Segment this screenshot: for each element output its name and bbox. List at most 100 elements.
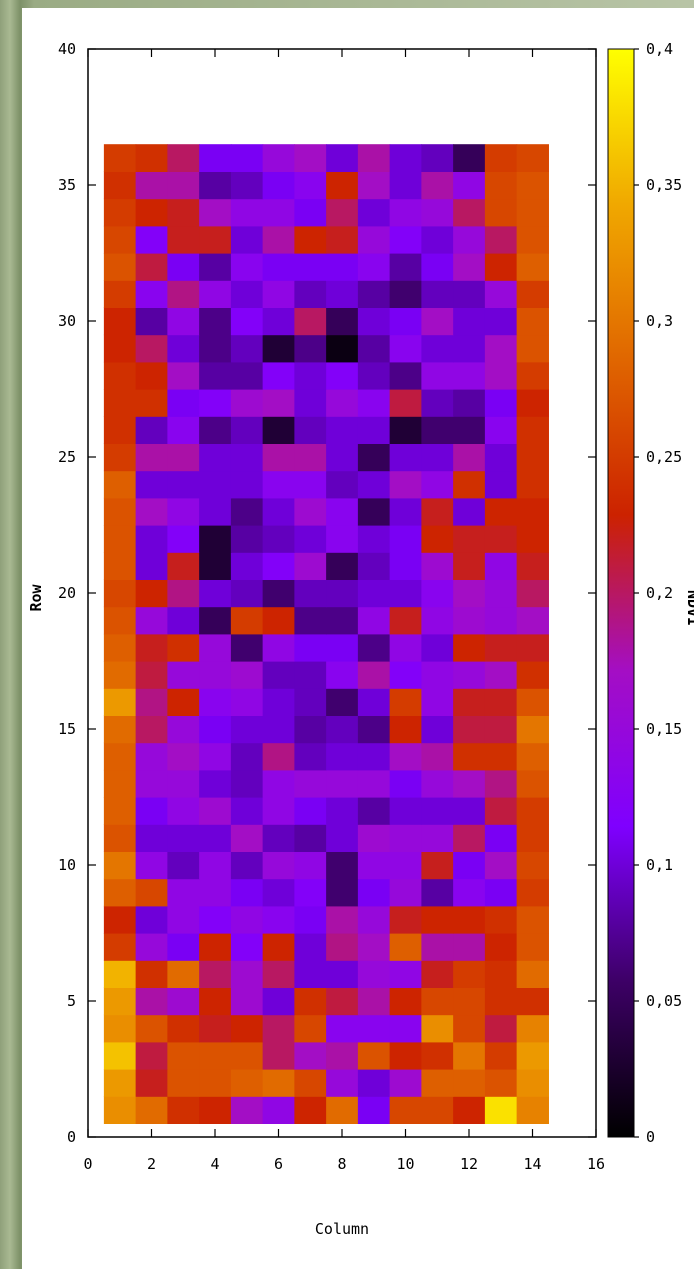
heatmap-cell bbox=[294, 905, 327, 934]
heatmap-cells bbox=[103, 144, 549, 1124]
heatmap-cell bbox=[453, 443, 486, 472]
heatmap-cell bbox=[199, 797, 232, 825]
heatmap-cell bbox=[103, 443, 137, 472]
heatmap-cell bbox=[389, 280, 422, 308]
heatmap-cell bbox=[230, 416, 264, 444]
heatmap-cell bbox=[357, 198, 391, 227]
heatmap-cell bbox=[135, 960, 168, 988]
heatmap-cell bbox=[135, 525, 168, 553]
heatmap-cell bbox=[326, 253, 359, 281]
heatmap-cell bbox=[294, 878, 327, 907]
heatmap-cell bbox=[167, 1041, 200, 1070]
heatmap-cell bbox=[421, 1096, 454, 1124]
heatmap-cell bbox=[167, 905, 200, 934]
heatmap-cell bbox=[357, 878, 391, 907]
heatmap-cell bbox=[103, 552, 137, 580]
heatmap-cell bbox=[262, 280, 295, 308]
heatmap-cell bbox=[389, 443, 422, 472]
heatmap-cell bbox=[262, 552, 295, 580]
heatmap-cell bbox=[421, 960, 454, 988]
heatmap-cell bbox=[294, 307, 327, 336]
heatmap-cell bbox=[199, 525, 232, 553]
heatmap-cell bbox=[326, 470, 359, 499]
heatmap-cell bbox=[230, 361, 264, 390]
heatmap-cell bbox=[167, 606, 200, 635]
heatmap-cell bbox=[167, 797, 200, 825]
heatmap-cell bbox=[357, 987, 391, 1016]
heatmap-cell bbox=[326, 171, 359, 200]
heatmap-cell bbox=[103, 1096, 137, 1124]
heatmap-cell bbox=[453, 552, 486, 580]
heatmap-cell bbox=[484, 905, 518, 934]
heatmap-cell bbox=[167, 198, 200, 227]
heatmap-cell bbox=[516, 443, 549, 472]
heatmap-cell bbox=[421, 1014, 454, 1043]
heatmap-cell bbox=[516, 225, 549, 254]
heatmap-cell bbox=[135, 987, 168, 1016]
heatmap-cell bbox=[262, 905, 295, 934]
heatmap-cell bbox=[199, 1096, 232, 1124]
heatmap-cell bbox=[453, 497, 486, 526]
heatmap-cell bbox=[484, 416, 518, 444]
colorbar-tick-label: 0,3 bbox=[646, 312, 673, 330]
heatmap-cell bbox=[357, 1096, 391, 1124]
heatmap-cell bbox=[389, 171, 422, 200]
heatmap-cell bbox=[135, 606, 168, 635]
heatmap-cell bbox=[135, 769, 168, 798]
heatmap-cell bbox=[326, 361, 359, 390]
heatmap-cell bbox=[230, 905, 264, 934]
x-tick-label: 16 bbox=[587, 1155, 605, 1173]
heatmap-cell bbox=[326, 579, 359, 608]
heatmap-cell bbox=[103, 933, 137, 961]
heatmap-cell bbox=[484, 769, 518, 798]
heatmap-cell bbox=[326, 742, 359, 771]
heatmap-cell bbox=[230, 851, 264, 880]
heatmap-cell bbox=[103, 198, 137, 227]
heatmap-cell bbox=[262, 851, 295, 880]
heatmap-cell bbox=[389, 253, 422, 281]
heatmap-cell bbox=[262, 742, 295, 771]
heatmap-cell bbox=[199, 878, 232, 907]
heatmap-cell bbox=[294, 715, 327, 744]
heatmap-cell bbox=[199, 253, 232, 281]
heatmap-cell bbox=[230, 1041, 264, 1070]
heatmap-cell bbox=[262, 1069, 295, 1097]
heatmap-cell bbox=[516, 525, 549, 553]
heatmap-cell bbox=[135, 144, 168, 172]
heatmap-cell bbox=[389, 1096, 422, 1124]
colorbar-tick-label: 0,25 bbox=[646, 448, 682, 466]
heatmap-cell bbox=[357, 497, 391, 526]
heatmap-cell bbox=[389, 225, 422, 254]
heatmap-cell bbox=[453, 688, 486, 716]
heatmap-cell bbox=[326, 633, 359, 662]
heatmap-cell bbox=[326, 389, 359, 417]
heatmap-cell bbox=[389, 960, 422, 988]
heatmap-cell bbox=[230, 1096, 264, 1124]
heatmap-cell bbox=[484, 633, 518, 662]
heatmap-cell bbox=[262, 715, 295, 744]
heatmap-cell bbox=[484, 307, 518, 336]
heatmap-cell bbox=[294, 280, 327, 308]
heatmap-cell bbox=[103, 824, 137, 852]
heatmap-cell bbox=[389, 497, 422, 526]
heatmap-cell bbox=[262, 253, 295, 281]
heatmap-cell bbox=[357, 579, 391, 608]
heatmap-cell bbox=[326, 715, 359, 744]
heatmap-cell bbox=[294, 225, 327, 254]
heatmap-cell bbox=[135, 905, 168, 934]
heatmap-cell bbox=[167, 987, 200, 1016]
heatmap-cell bbox=[230, 688, 264, 716]
heatmap-cell bbox=[453, 960, 486, 988]
heatmap-cell bbox=[516, 280, 549, 308]
chart-panel: 0 2 4 6 8 10 12 14 16 0 5 10 15 20 25 30 35 40 0 0,05 0,1 0… bbox=[22, 8, 694, 1269]
heatmap-cell bbox=[516, 416, 549, 444]
heatmap-cell bbox=[199, 606, 232, 635]
heatmap-cell bbox=[135, 280, 168, 308]
heatmap-cell bbox=[135, 552, 168, 580]
heatmap-cell bbox=[199, 280, 232, 308]
heatmap-cell bbox=[421, 878, 454, 907]
heatmap-cell bbox=[262, 797, 295, 825]
heatmap-cell bbox=[326, 280, 359, 308]
heatmap-cell bbox=[484, 715, 518, 744]
heatmap-cell bbox=[262, 525, 295, 553]
